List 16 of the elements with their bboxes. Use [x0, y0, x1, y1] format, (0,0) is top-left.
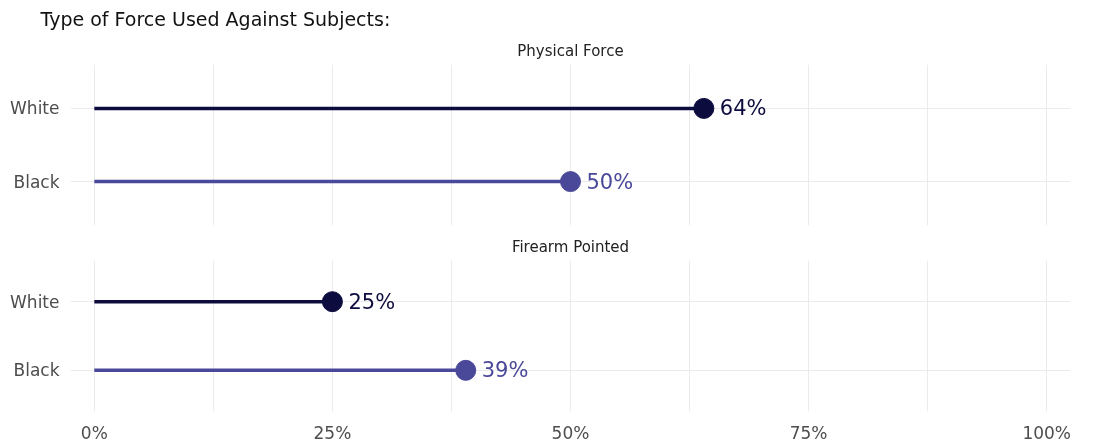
- chart-subtitle: Firearm Pointed: [511, 237, 630, 256]
- y-tick-label: Black: [13, 360, 60, 381]
- data-label: 39%: [481, 358, 529, 383]
- x-tick-label: 100%: [1022, 422, 1071, 443]
- data-label: 25%: [348, 289, 396, 314]
- data-label: 64%: [719, 96, 767, 121]
- chart-title: Type of Force Used Against Subjects:: [39, 7, 391, 30]
- x-tick-label: 0%: [80, 422, 108, 443]
- chart-subtitle: Physical Force: [517, 41, 624, 60]
- data-label: 50%: [586, 169, 634, 194]
- x-tick-label: 25%: [313, 422, 352, 443]
- x-tick-label: 75%: [789, 422, 828, 443]
- y-tick-label: White: [10, 291, 60, 312]
- y-tick-label: Black: [13, 171, 60, 192]
- y-tick-label: White: [10, 98, 60, 119]
- x-tick-label: 50%: [551, 422, 590, 443]
